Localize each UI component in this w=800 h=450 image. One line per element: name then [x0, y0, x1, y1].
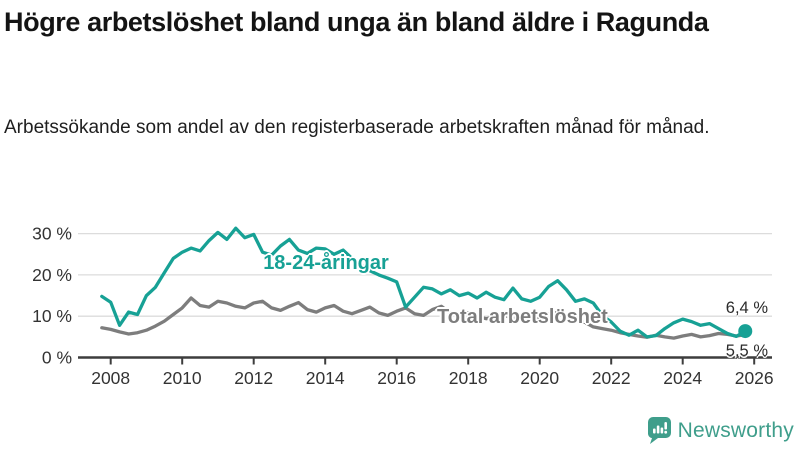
- series-line-young: [100, 226, 747, 339]
- x-tick-label: 2008: [91, 368, 130, 388]
- y-tick-label: 0 %: [42, 348, 72, 368]
- x-tick-label: 2014: [306, 368, 345, 388]
- x-tick-label: 2022: [592, 368, 631, 388]
- chart-subtitle: Arbetssökande som andel av den registerb…: [4, 117, 710, 138]
- end-value-young: 6,4 %: [725, 299, 768, 317]
- y-tick-label: 20 %: [32, 265, 72, 285]
- end-value-total: 5,5 %: [725, 342, 768, 360]
- x-tick-label: 2020: [520, 368, 559, 388]
- x-tick-label: 2012: [234, 368, 273, 388]
- brand-name: Newsworthy: [677, 418, 794, 442]
- page-title: Högre arbetslöshet bland unga än bland ä…: [4, 7, 709, 37]
- bar-chart-speech-bubble-icon: [647, 417, 671, 444]
- series-line-total: [100, 296, 747, 340]
- x-tick-label: 2010: [163, 368, 202, 388]
- series-label-young: 18-24-åringar: [263, 252, 389, 274]
- x-tick-label: 2026: [735, 368, 774, 388]
- y-tick-label: 10 %: [32, 306, 72, 326]
- latest-point-marker: [738, 324, 753, 339]
- newsworthy-logo[interactable]: Newsworthy: [647, 417, 794, 444]
- x-tick-label: 2016: [377, 368, 416, 388]
- y-tick-label: 30 %: [32, 224, 72, 244]
- x-tick-label: 2024: [663, 368, 702, 388]
- series-label-total: Total arbetslöshet: [437, 306, 608, 328]
- x-tick-label: 2018: [449, 368, 488, 388]
